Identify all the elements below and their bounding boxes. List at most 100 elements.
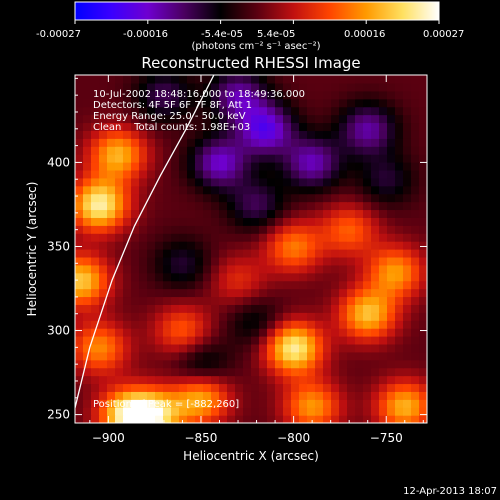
- heatmap-cell: [387, 138, 396, 147]
- heatmap-cell: [403, 114, 412, 124]
- heatmap-cell: [323, 106, 332, 116]
- heatmap-cell: [379, 288, 388, 298]
- heatmap-cell: [235, 122, 244, 131]
- heatmap-cell: [347, 249, 356, 258]
- heatmap-cell: [195, 90, 204, 100]
- colorbar-tick-label: -5.4e-05: [201, 29, 243, 40]
- heatmap-cell: [379, 280, 388, 290]
- heatmap-cell: [267, 336, 276, 345]
- heatmap-cell: [147, 367, 156, 377]
- heatmap-cell: [195, 185, 204, 195]
- heatmap-cell: [219, 98, 228, 108]
- heatmap-cell: [91, 415, 100, 423]
- heatmap-cell: [131, 169, 140, 179]
- heatmap-cell: [75, 399, 84, 408]
- heatmap-cell: [323, 320, 332, 329]
- heatmap-cell: [307, 138, 316, 147]
- heatmap-cell: [91, 264, 100, 274]
- heatmap-cell: [163, 399, 172, 408]
- heatmap-cell: [99, 296, 108, 305]
- heatmap-cell: [275, 90, 284, 100]
- heatmap-cell: [203, 343, 212, 353]
- heatmap-cell: [323, 272, 332, 282]
- heatmap-cell: [299, 249, 308, 258]
- heatmap-cell: [203, 367, 212, 377]
- heatmap-cell: [371, 280, 380, 290]
- heatmap-cell: [243, 146, 252, 155]
- heatmap-cell: [83, 272, 92, 282]
- heatmap-cell: [299, 264, 308, 274]
- heatmap-cell: [379, 122, 388, 131]
- heatmap-cell: [243, 272, 252, 282]
- heatmap-cell: [379, 233, 388, 242]
- heatmap-cell: [203, 201, 212, 211]
- heatmap-cell: [139, 225, 148, 234]
- heatmap-cell: [115, 217, 124, 226]
- heatmap-cell: [243, 114, 252, 124]
- heatmap-cell: [187, 185, 196, 195]
- heatmap-cell: [163, 296, 172, 305]
- heatmap-cell: [267, 122, 276, 131]
- heatmap-cell: [347, 169, 356, 179]
- heatmap-cell: [395, 304, 404, 313]
- heatmap-cell: [267, 90, 276, 100]
- heatmap-cell: [131, 328, 140, 337]
- heatmap-cell: [315, 272, 324, 282]
- heatmap-cell: [131, 225, 140, 234]
- heatmap-cell: [275, 367, 284, 377]
- heatmap-cell: [395, 130, 404, 139]
- heatmap-cell: [139, 351, 148, 361]
- heatmap-cell: [411, 415, 420, 423]
- heatmap-cell: [171, 296, 180, 305]
- heatmap-cell: [155, 296, 164, 305]
- heatmap-cell: [235, 288, 244, 298]
- heatmap-cell: [339, 82, 348, 92]
- heatmap-cell: [291, 391, 300, 400]
- heatmap-cell: [179, 328, 188, 337]
- heatmap-cell: [123, 304, 132, 313]
- heatmap-cell: [91, 169, 100, 179]
- heatmap-cell: [299, 233, 308, 242]
- heatmap-cell: [115, 122, 124, 131]
- heatmap-cell: [211, 138, 220, 147]
- heatmap-cell: [339, 114, 348, 124]
- heatmap-cell: [259, 138, 268, 147]
- heatmap-cell: [403, 217, 412, 226]
- heatmap-cell: [83, 375, 92, 385]
- heatmap-cell: [307, 256, 316, 266]
- heatmap-cell: [123, 359, 132, 369]
- heatmap-cell: [147, 122, 156, 131]
- heatmap-cell: [347, 328, 356, 337]
- heatmap-cell: [347, 185, 356, 195]
- heatmap-cell: [411, 351, 420, 361]
- heatmap-cell: [179, 106, 188, 116]
- heatmap-cell: [339, 256, 348, 266]
- heatmap-cell: [163, 367, 172, 377]
- heatmap-cell: [195, 106, 204, 116]
- heatmap-cell: [227, 288, 236, 298]
- heatmap-cell: [267, 130, 276, 139]
- heatmap-cell: [315, 209, 324, 218]
- heatmap-cell: [99, 383, 108, 392]
- heatmap-cell: [355, 162, 364, 171]
- heatmap-cell: [347, 225, 356, 234]
- heatmap-cell: [371, 193, 380, 203]
- heatmap-cell: [115, 233, 124, 242]
- heatmap-cell: [355, 90, 364, 100]
- heatmap-cell: [83, 154, 92, 163]
- heatmap-cell: [155, 328, 164, 337]
- heatmap-cell: [299, 114, 308, 124]
- heatmap-cell: [331, 130, 340, 139]
- heatmap-cell: [379, 185, 388, 195]
- heatmap-cell: [235, 304, 244, 313]
- heatmap-cell: [211, 304, 220, 313]
- heatmap-cell: [83, 233, 92, 242]
- heatmap-cell: [315, 343, 324, 353]
- heatmap-cell: [91, 256, 100, 266]
- heatmap-cell: [331, 312, 340, 321]
- heatmap-cell: [411, 146, 420, 155]
- heatmap-cell: [307, 336, 316, 345]
- heatmap-cell: [419, 122, 427, 131]
- heatmap-cell: [299, 383, 308, 392]
- heatmap-cell: [203, 138, 212, 147]
